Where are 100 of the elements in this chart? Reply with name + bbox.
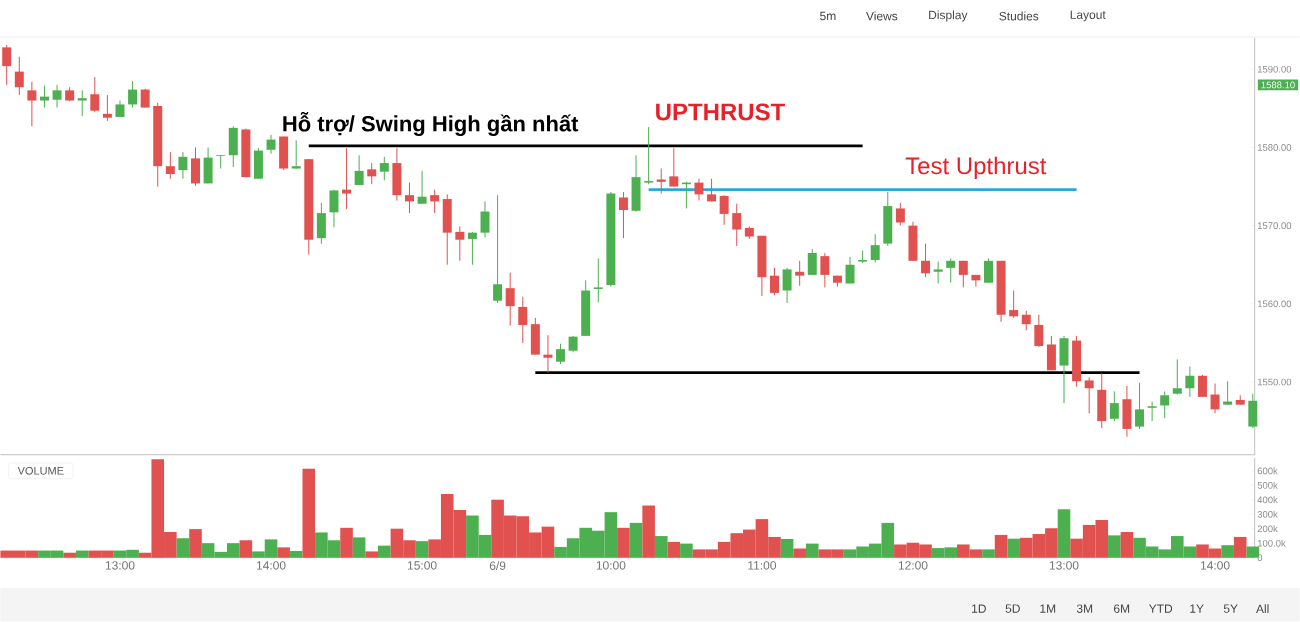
candlestick bbox=[354, 154, 364, 186]
candlestick bbox=[707, 178, 717, 203]
candlestick bbox=[1046, 335, 1056, 371]
candlestick bbox=[467, 231, 477, 266]
candlestick bbox=[694, 178, 704, 202]
candlestick bbox=[1009, 290, 1019, 319]
candlestick bbox=[870, 233, 880, 264]
candlestick bbox=[1072, 335, 1082, 388]
candlestick bbox=[52, 84, 62, 109]
candlestick bbox=[178, 151, 188, 180]
candlestick bbox=[153, 102, 163, 188]
text: 5Y bbox=[1223, 604, 1238, 613]
candlestick bbox=[329, 189, 339, 228]
candlestick bbox=[279, 136, 289, 171]
candlestick bbox=[895, 202, 905, 227]
bar bbox=[793, 548, 806, 558]
candlestick bbox=[757, 235, 767, 297]
bar bbox=[277, 547, 290, 558]
candlestick bbox=[1034, 314, 1044, 348]
text: 1588.10 bbox=[1261, 81, 1295, 89]
candlestick bbox=[1197, 374, 1207, 398]
candlestick bbox=[430, 189, 440, 214]
bar bbox=[1233, 537, 1247, 558]
text: 5m bbox=[820, 12, 836, 21]
text: 1Y bbox=[1190, 604, 1204, 613]
bar bbox=[667, 542, 681, 558]
candlestick bbox=[845, 256, 855, 285]
candlestick bbox=[505, 272, 515, 327]
candlestick bbox=[2, 44, 12, 86]
candlestick bbox=[203, 147, 213, 185]
candlestick bbox=[90, 76, 100, 113]
candlestick bbox=[908, 221, 918, 262]
candlestick bbox=[1097, 373, 1107, 429]
candlestick bbox=[102, 94, 112, 122]
text: 1D bbox=[972, 604, 986, 613]
candlestick bbox=[379, 156, 389, 181]
candlestick bbox=[316, 202, 326, 245]
candlestick bbox=[556, 343, 566, 365]
candlestick bbox=[644, 126, 654, 185]
text: 6M bbox=[1114, 604, 1130, 614]
text: 1M bbox=[1040, 604, 1056, 613]
bar bbox=[176, 538, 190, 558]
bar bbox=[1120, 532, 1134, 558]
bar bbox=[1221, 545, 1234, 558]
candlestick bbox=[820, 252, 830, 289]
candlestick bbox=[921, 243, 931, 278]
text: VOLUME bbox=[17, 467, 64, 475]
x-tick-label: 12:00 bbox=[898, 561, 928, 570]
x-tick-label: 13:00 bbox=[105, 561, 135, 570]
y-tick-label: 300k bbox=[1257, 510, 1278, 518]
candlestick bbox=[39, 85, 49, 109]
bar bbox=[805, 543, 819, 558]
x-tick-label: 13:00 bbox=[1049, 561, 1079, 570]
x-tick-label: 14:00 bbox=[256, 561, 286, 570]
candlestick bbox=[228, 126, 238, 168]
bar bbox=[352, 537, 366, 558]
candlestick bbox=[983, 258, 993, 284]
candlestick bbox=[593, 258, 603, 303]
bar bbox=[642, 505, 655, 558]
bar bbox=[302, 468, 316, 558]
candlestick bbox=[518, 296, 528, 344]
candlestick bbox=[933, 261, 943, 285]
bar bbox=[780, 539, 794, 558]
candlestick bbox=[543, 334, 553, 374]
candlestick bbox=[1185, 366, 1195, 398]
bar bbox=[365, 551, 379, 558]
x-tick-label: 14:00 bbox=[1200, 561, 1230, 570]
text: Studies bbox=[999, 11, 1039, 21]
text: Display bbox=[929, 10, 968, 22]
bar bbox=[1007, 538, 1020, 558]
candlestick bbox=[266, 134, 276, 155]
candlestick bbox=[493, 194, 503, 304]
candlestick bbox=[807, 248, 817, 276]
y-tick-label: 1550.00 bbox=[1257, 378, 1292, 386]
candlestick bbox=[1160, 391, 1170, 419]
bar bbox=[654, 536, 668, 558]
text: 3M bbox=[1076, 604, 1093, 614]
candlestick bbox=[417, 170, 427, 205]
x-tick-label: 15:00 bbox=[407, 561, 437, 570]
candlestick bbox=[367, 162, 377, 185]
candlestick bbox=[946, 258, 956, 284]
candlestick bbox=[719, 194, 729, 226]
bar bbox=[63, 552, 76, 558]
candlestick bbox=[442, 194, 452, 266]
candlestick bbox=[618, 191, 628, 239]
bar bbox=[189, 529, 202, 558]
candlestick bbox=[392, 147, 402, 202]
x-tick-label: 6/9 bbox=[489, 561, 506, 571]
candlestick bbox=[606, 191, 616, 288]
bar bbox=[378, 545, 391, 558]
y-tick-label: 600k bbox=[1257, 467, 1278, 475]
candlestick bbox=[128, 80, 138, 109]
bar bbox=[239, 540, 253, 558]
bar bbox=[75, 550, 89, 558]
candlestick bbox=[1084, 377, 1094, 414]
candlestick bbox=[480, 201, 490, 239]
candlestick bbox=[455, 226, 465, 262]
y-tick-label: 100.0k bbox=[1257, 539, 1286, 547]
x-tick-label: 11:00 bbox=[748, 561, 777, 570]
candlestick bbox=[304, 158, 314, 256]
